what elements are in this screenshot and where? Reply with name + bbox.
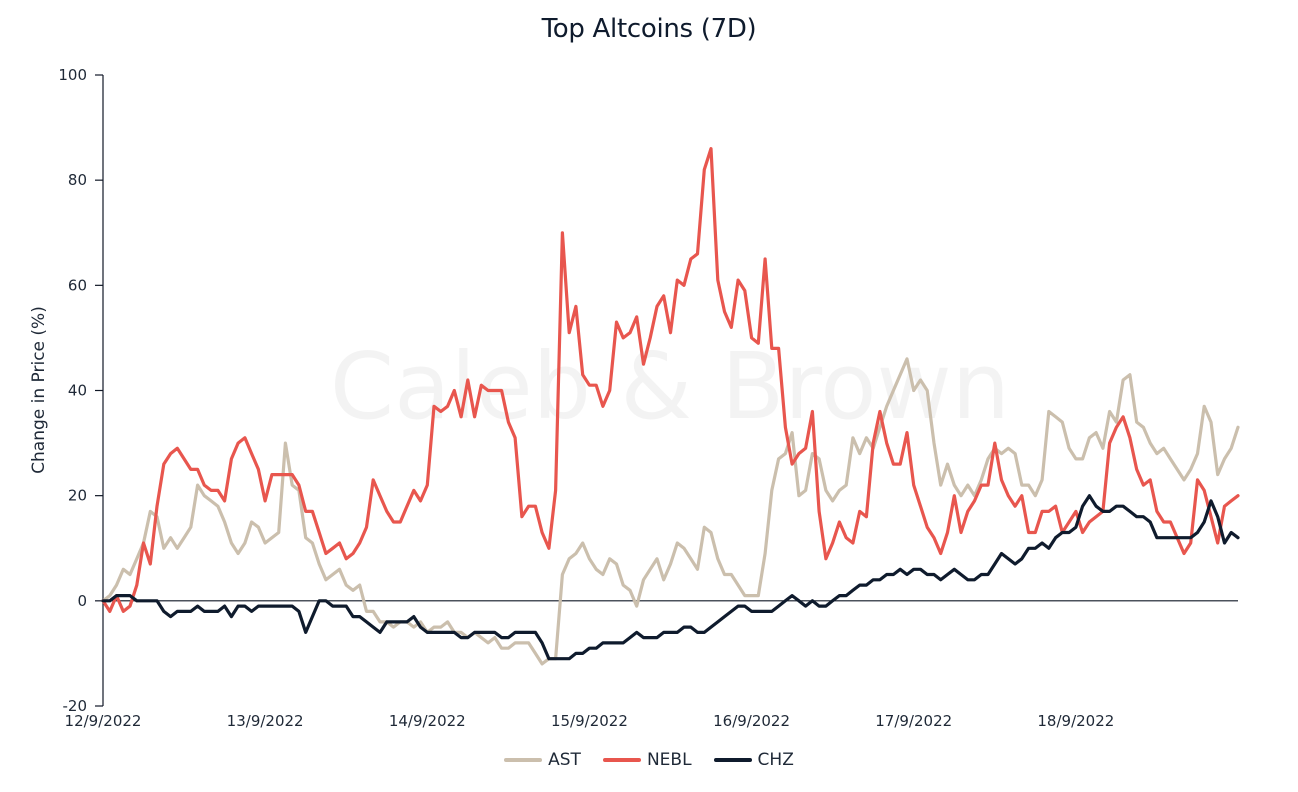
legend-swatch — [504, 758, 543, 762]
legend-item-nebl: NEBL — [602, 750, 692, 770]
legend-label: CHZ — [757, 750, 794, 770]
y-axis-title: Change in Price (%) — [29, 306, 49, 474]
y-tick-label: -20 — [63, 697, 88, 715]
x-tick-label: 13/9/2022 — [227, 712, 304, 730]
x-tick-label: 18/9/2022 — [1037, 712, 1114, 730]
y-tick-label: 20 — [68, 487, 87, 505]
series-layer — [101, 147, 1240, 666]
legend-item-ast: AST — [504, 750, 581, 770]
x-tick-label: 15/9/2022 — [551, 712, 628, 730]
x-tick-label: 12/9/2022 — [65, 712, 142, 730]
series-line-ast — [101, 357, 1240, 666]
legend-swatch — [602, 758, 641, 762]
axes-layer: -20 0 20 40 60 80 100 12/9/2022 13/9/2022 14/9/20… — [58, 66, 1238, 730]
y-tick-label: 80 — [68, 171, 87, 189]
x-tick-label: 14/9/2022 — [389, 712, 466, 730]
y-tick-label: 0 — [77, 592, 87, 610]
legend-swatch — [713, 758, 752, 762]
x-tick-label: 16/9/2022 — [713, 712, 790, 730]
legend-item-chz: CHZ — [713, 750, 794, 770]
chart-title: Top Altcoins (7D) — [541, 14, 757, 44]
legend-label: NEBL — [646, 750, 692, 770]
y-tick-label: 100 — [58, 66, 87, 84]
series-line-nebl — [101, 147, 1240, 613]
y-tick-label: 60 — [68, 276, 87, 294]
series-line-chz — [101, 494, 1240, 661]
legend: AST NEBL CHZ — [0, 750, 1298, 770]
x-tick-label: 17/9/2022 — [875, 712, 952, 730]
legend-label: AST — [548, 750, 581, 770]
y-tick-label: 40 — [68, 382, 87, 400]
